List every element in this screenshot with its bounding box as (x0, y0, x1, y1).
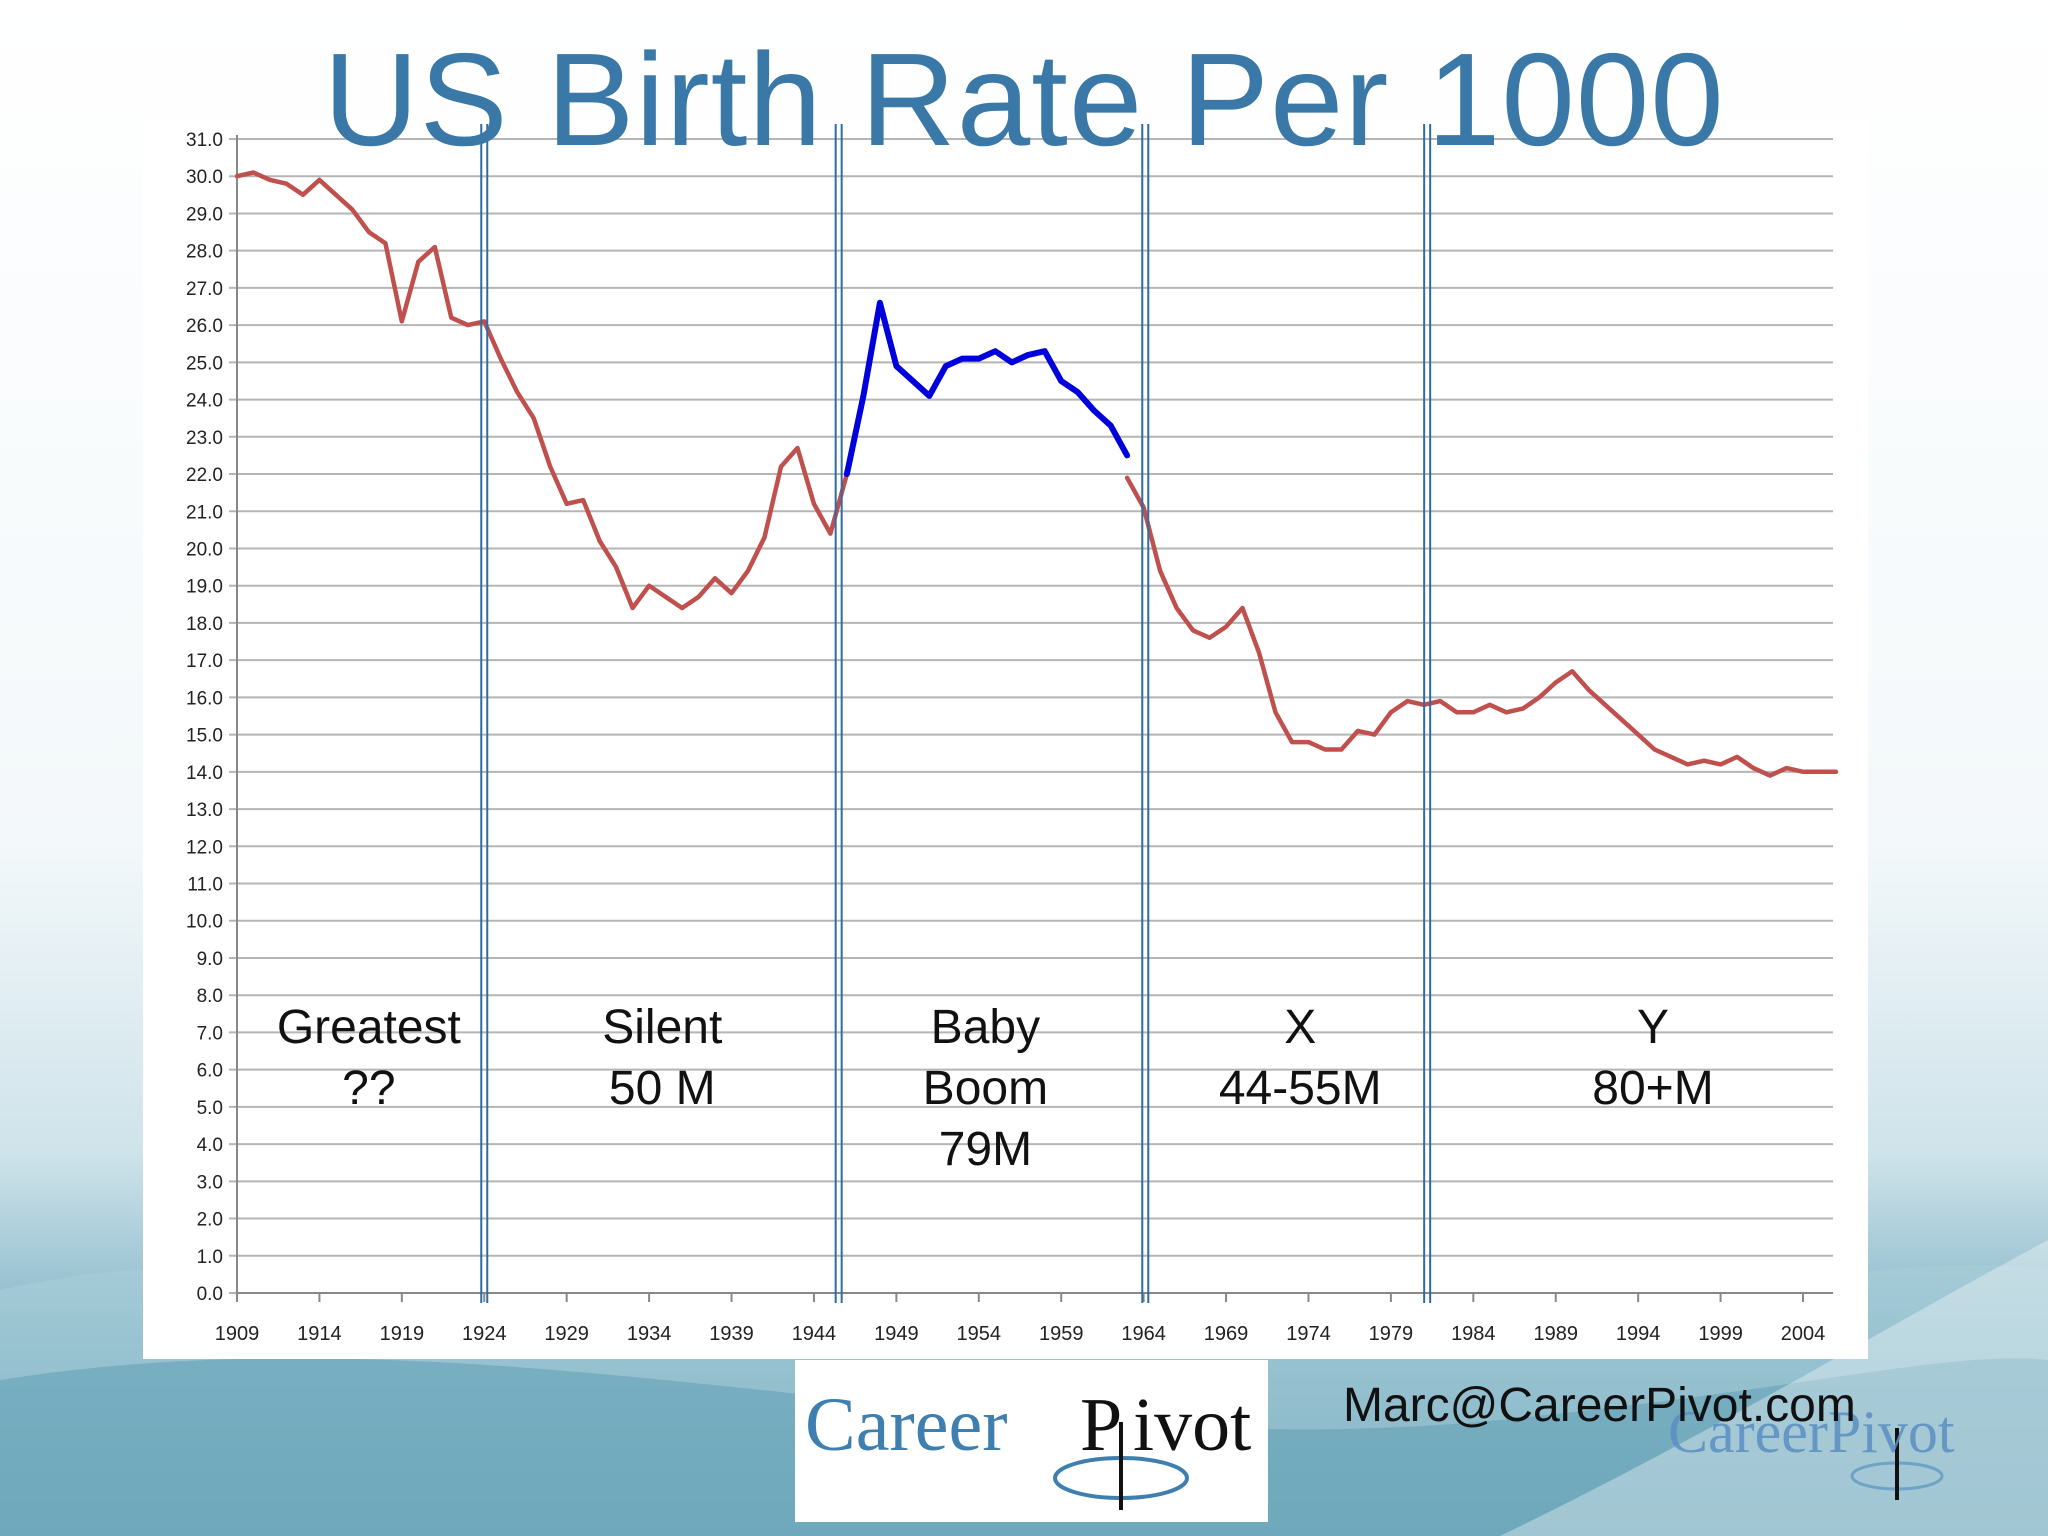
corner-logo-wordmark: CareerPivot (1668, 1399, 1955, 1465)
x-tick-label: 1939 (709, 1323, 754, 1345)
x-tick-label: 1949 (874, 1323, 919, 1345)
y-tick-label: 18.0 (186, 614, 223, 635)
y-tick-label: 16.0 (186, 688, 223, 709)
y-tick-label: 20.0 (186, 539, 223, 560)
x-tick-label: 1929 (544, 1323, 589, 1345)
generation-label: Silent 50 M (602, 1001, 723, 1115)
y-tick-label: 19.0 (186, 577, 223, 598)
y-tick-label: 28.0 (186, 242, 223, 263)
x-tick-label: 1934 (627, 1323, 672, 1345)
series-line (843, 299, 1131, 477)
y-tick-label: 13.0 (186, 800, 223, 821)
series-line (1124, 475, 1839, 778)
generation-label: Y 80+M (1592, 1001, 1714, 1115)
x-tick-label: 1909 (215, 1323, 260, 1345)
contact-email: Marc@CareerPivot.com (1343, 1379, 1856, 1432)
y-tick-label: 2.0 (197, 1210, 223, 1231)
birth-rate-chart: 0.0 1.0 2.0 3.0 4.0 5.0 6.0 7.0 8.0 9.0 10.0 11.0 12… (186, 124, 1839, 1345)
y-tick-label: 15.0 (186, 726, 223, 747)
y-tick-label: 26.0 (186, 316, 223, 337)
generation-label: Greatest ?? (276, 1001, 461, 1115)
y-tick-label: 5.0 (197, 1098, 223, 1119)
x-tick-label: 1964 (1121, 1323, 1166, 1345)
x-tick-label: 1974 (1286, 1323, 1331, 1345)
x-tick-label: 1959 (1039, 1323, 1084, 1345)
x-tick-label: 1924 (462, 1323, 507, 1345)
x-tick-label: 1994 (1616, 1323, 1661, 1345)
logo-swoosh-icon (1053, 1422, 1189, 1510)
y-tick-label: 29.0 (186, 204, 223, 225)
x-tick-label: 1969 (1204, 1323, 1249, 1345)
series-line (234, 170, 850, 611)
y-tick-label: 10.0 (186, 912, 223, 933)
x-tick-label: 1984 (1451, 1323, 1496, 1345)
y-tick-label: 24.0 (186, 391, 223, 412)
x-tick-label: 1954 (957, 1323, 1002, 1345)
logo-wordmark-ivot: ivot (1133, 1383, 1252, 1467)
x-tick-label: 1999 (1698, 1323, 1743, 1345)
generation-label: Baby Boom 79M (922, 1001, 1049, 1176)
logo-wordmark-career: Career (805, 1383, 1008, 1467)
x-tick-label: 1989 (1533, 1323, 1578, 1345)
x-tick-label: 2004 (1781, 1323, 1826, 1345)
x-tick-label: 1944 (792, 1323, 837, 1345)
y-tick-label: 27.0 (186, 279, 223, 300)
y-tick-label: 23.0 (186, 428, 223, 449)
y-tick-label: 11.0 (187, 875, 223, 896)
y-tick-label: 14.0 (186, 763, 223, 784)
y-tick-label: 30.0 (186, 167, 223, 188)
y-tick-label: 25.0 (186, 353, 223, 374)
y-tick-label: 3.0 (197, 1172, 223, 1193)
y-tick-label: 6.0 (197, 1061, 223, 1082)
x-tick-label: 1979 (1369, 1323, 1414, 1345)
y-tick-label: 22.0 (186, 465, 223, 486)
y-tick-label: 0.0 (197, 1284, 223, 1305)
y-tick-label: 17.0 (186, 651, 223, 672)
y-tick-label: 31.0 (186, 130, 223, 151)
corner-logo-swoosh-icon (1850, 1428, 1944, 1500)
y-tick-label: 1.0 (197, 1247, 223, 1268)
y-tick-label: 7.0 (197, 1023, 223, 1044)
y-tick-label: 21.0 (186, 502, 223, 523)
corner-logo: CareerPivot (1660, 1388, 2000, 1508)
careerpivot-logo: Career P ivot (795, 1360, 1268, 1522)
y-tick-label: 8.0 (197, 986, 223, 1007)
y-tick-label: 9.0 (197, 949, 223, 970)
x-tick-label: 1919 (380, 1323, 425, 1345)
y-tick-label: 4.0 (197, 1135, 223, 1156)
generation-label: X 44-55M (1218, 1001, 1382, 1115)
logo-wordmark-p: P (1080, 1383, 1123, 1467)
slide-title: US Birth Rate Per 1000 (323, 26, 1725, 173)
y-tick-label: 12.0 (186, 837, 223, 858)
x-tick-label: 1914 (297, 1323, 342, 1345)
